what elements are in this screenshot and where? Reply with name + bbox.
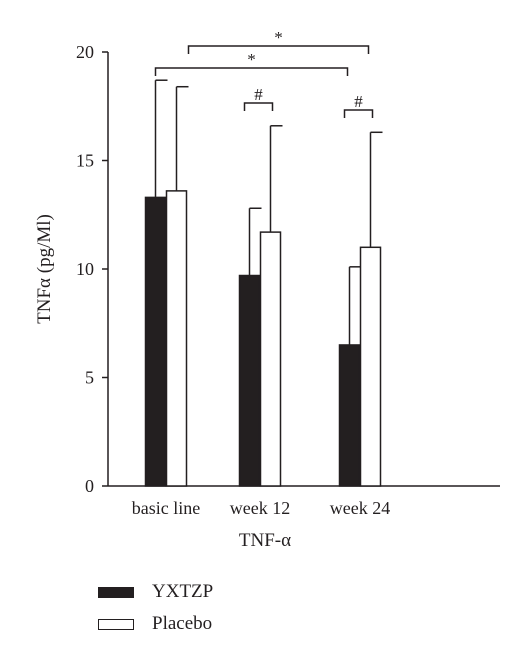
- x-tick-label: week 24: [330, 498, 390, 518]
- significance-bracket: [187, 45, 370, 54]
- bar: [165, 190, 188, 487]
- y-tick-label: 10: [76, 259, 94, 279]
- y-tick-label: 15: [76, 151, 94, 171]
- x-axis-label: TNF-α: [239, 530, 291, 551]
- y-tick-label: 0: [85, 476, 94, 496]
- significance-bracket: [343, 109, 374, 118]
- significance-bracket-label: *: [247, 50, 256, 69]
- bar-chart: 0 5 10 15 20 TNFα (pg/Ml) basic line week 12 wee…: [34, 28, 500, 551]
- significance-bracket: [154, 67, 349, 76]
- legend-label-placebo: Placebo: [152, 613, 213, 634]
- legend-label-yxtzp: YXTZP: [152, 581, 214, 602]
- legend-swatch-placebo: [98, 618, 134, 630]
- legend: YXTZP Placebo: [98, 580, 213, 644]
- x-tick-label: week 12: [230, 498, 290, 518]
- significance-bracket-label: #: [354, 92, 363, 111]
- legend-item-placebo: Placebo: [98, 612, 213, 636]
- legend-swatch-yxtzp: [98, 586, 134, 598]
- bar: [338, 344, 361, 487]
- bar: [259, 231, 282, 487]
- significance-bracket: [243, 102, 274, 111]
- significance-bracket-label: #: [254, 85, 263, 104]
- y-axis-label: TNFα (pg/Ml): [34, 214, 55, 324]
- plot-area: 0 5 10 15 20 TNFα (pg/Ml) basic line week 12 wee…: [34, 28, 500, 551]
- x-tick-label: basic line: [132, 498, 200, 518]
- legend-item-yxtzp: YXTZP: [98, 580, 213, 604]
- significance-bracket-label: *: [274, 28, 283, 47]
- bar: [359, 246, 382, 487]
- bar: [238, 274, 261, 487]
- y-tick-label: 5: [85, 368, 94, 388]
- bar: [144, 196, 167, 487]
- y-tick-label: 20: [76, 42, 94, 62]
